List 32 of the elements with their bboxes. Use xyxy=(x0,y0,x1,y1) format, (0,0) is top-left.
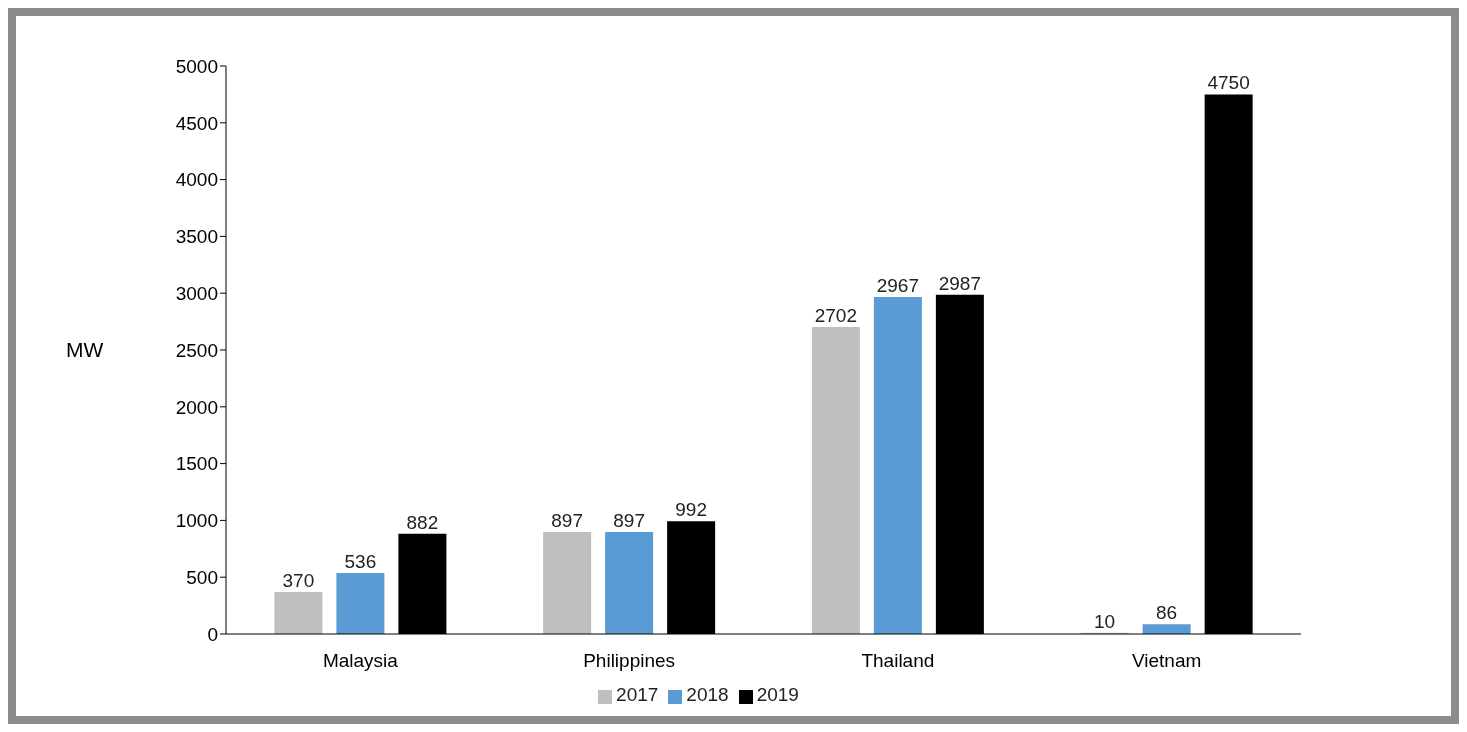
data-label: 536 xyxy=(344,551,377,573)
legend-label: 2019 xyxy=(756,684,799,705)
x-tick-label: Vietnam xyxy=(1131,650,1202,672)
y-tick-label: 2000 xyxy=(175,396,218,418)
y-axis-title: MW xyxy=(66,338,104,362)
data-label: 4750 xyxy=(1207,72,1250,94)
data-label: 2702 xyxy=(814,305,858,327)
data-label: 897 xyxy=(613,510,645,532)
x-tick-label: Philippines xyxy=(583,650,676,672)
legend-label: 2017 xyxy=(616,684,659,705)
data-label: 370 xyxy=(282,569,315,591)
y-tick-label: 500 xyxy=(186,566,218,588)
y-tick-label: 5000 xyxy=(175,55,218,77)
y-tick-label: 0 xyxy=(207,623,218,645)
data-label: 86 xyxy=(1156,602,1178,624)
data-label: 2987 xyxy=(938,272,982,294)
picture-frame: 2017 2018 2019 Malaysia Philippines Thailand Vietnam 0 500 1000 1500 2000 2500 3000 3500 4000 4500 5000 MW 370 897 2702 10 536 897 2967 86 882 992 2987 4750 xyxy=(8,8,1459,724)
y-tick-label: 2500 xyxy=(175,339,218,361)
y-tick-label: 4000 xyxy=(175,169,218,191)
data-label: 10 xyxy=(1094,610,1116,632)
y-tick-label: 3500 xyxy=(175,226,218,248)
y-tick-label: 3000 xyxy=(175,282,218,304)
x-tick-label: Malaysia xyxy=(322,650,399,672)
y-tick-label: 1500 xyxy=(175,453,218,475)
y-tick-label: 4500 xyxy=(175,112,218,134)
legend-label: 2018 xyxy=(686,684,729,705)
x-tick-label: Thailand xyxy=(861,650,935,672)
data-label: 2967 xyxy=(876,274,920,296)
y-tick-label: 1000 xyxy=(175,510,218,532)
data-label: 992 xyxy=(675,499,707,521)
data-label: 882 xyxy=(406,511,439,533)
data-label: 897 xyxy=(551,510,583,532)
